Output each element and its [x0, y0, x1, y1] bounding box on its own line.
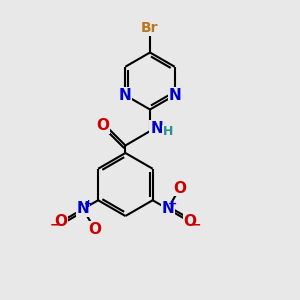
Text: N: N: [119, 88, 132, 103]
Text: −: −: [49, 219, 60, 232]
Text: N: N: [161, 202, 174, 217]
Text: Br: Br: [141, 21, 159, 35]
Text: O: O: [55, 214, 68, 229]
Text: H: H: [163, 125, 173, 138]
Text: N: N: [150, 121, 163, 136]
Text: −: −: [191, 219, 202, 232]
Text: O: O: [183, 214, 196, 229]
Text: O: O: [97, 118, 110, 133]
Text: +: +: [83, 199, 93, 209]
Text: N: N: [77, 202, 89, 216]
Text: +: +: [168, 199, 178, 209]
Text: N: N: [168, 88, 181, 103]
Text: O: O: [173, 181, 186, 196]
Text: O: O: [88, 222, 102, 237]
